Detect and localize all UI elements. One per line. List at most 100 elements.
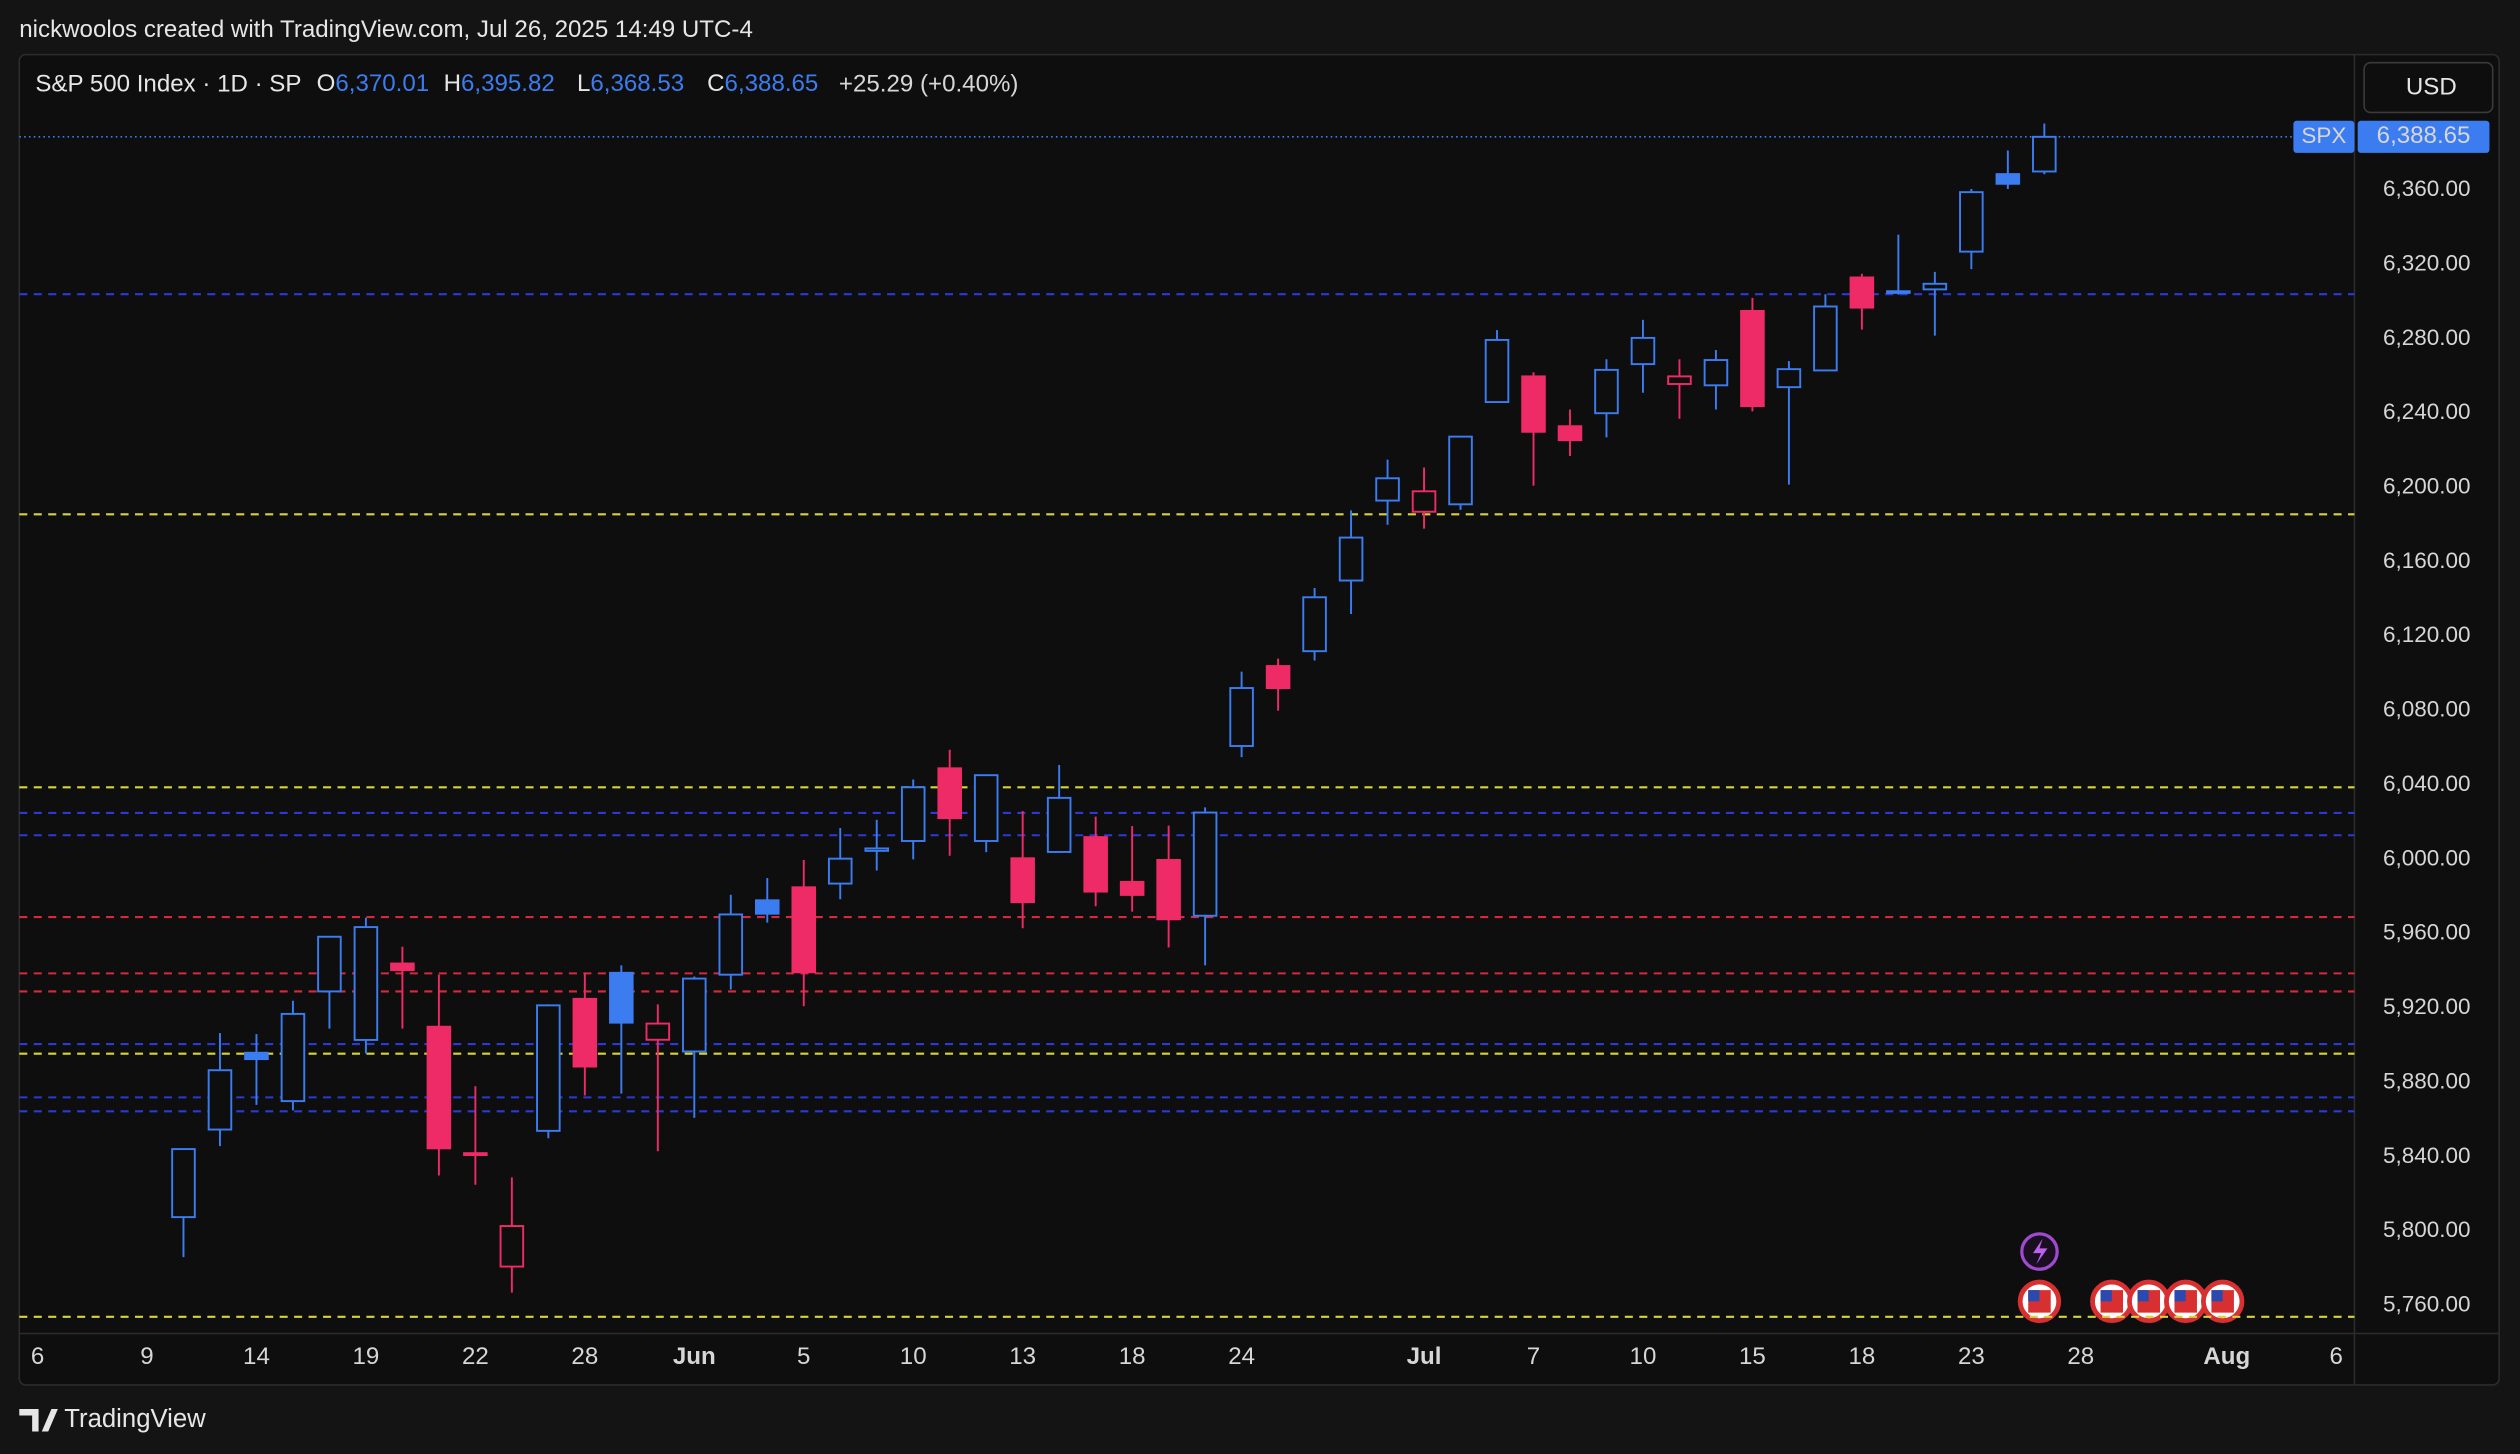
y-tick-label: 5,800.00: [2383, 1217, 2471, 1242]
candle-body: [1156, 859, 1181, 921]
candle-body: [1484, 338, 1510, 404]
y-tick-label: 6,360.00: [2383, 176, 2471, 201]
ohlc-key: H: [444, 71, 461, 98]
x-tick-label: 22: [462, 1343, 489, 1370]
candle-body: [1776, 368, 1802, 389]
y-tick-label: 6,320.00: [2383, 250, 2471, 275]
x-tick-label: 18: [1848, 1343, 1875, 1370]
x-tick-label: 7: [1527, 1343, 1540, 1370]
y-tick-label: 5,960.00: [2383, 920, 2471, 945]
candle-body: [171, 1148, 196, 1219]
y-tick-label: 6,240.00: [2383, 399, 2471, 424]
candle-body: [1192, 811, 1218, 917]
candle-body: [1411, 490, 1437, 513]
candle-body: [390, 962, 415, 971]
candle-body: [1959, 191, 1984, 253]
x-tick-label: 6: [2330, 1343, 2343, 1370]
x-tick-label: 9: [140, 1343, 153, 1370]
candle-body: [2032, 135, 2057, 173]
x-tick-label: 19: [353, 1343, 380, 1370]
candle-body: [1667, 375, 1692, 385]
flag-canton: [2100, 1290, 2112, 1302]
candle-body: [1995, 173, 2021, 185]
currency-label: USD: [2406, 74, 2457, 101]
candle-body: [645, 1022, 671, 1041]
flag-icon[interactable]: [2090, 1279, 2134, 1324]
y-tick-label: 6,200.00: [2383, 474, 2471, 499]
candle-body: [463, 1152, 488, 1156]
ohlc-field: C6,388.65: [707, 71, 818, 98]
ohlc-field: O6,370.01: [317, 71, 430, 98]
candle-body: [1448, 435, 1473, 506]
candle-body: [864, 847, 890, 852]
currency-button[interactable]: [2363, 61, 2494, 114]
x-tick-label: Aug: [2203, 1343, 2250, 1370]
x-tick-label: 13: [1009, 1343, 1036, 1370]
x-tick-label: Jun: [673, 1343, 716, 1370]
candle-body: [1046, 796, 1072, 853]
last-price-label: 6,388.65: [2377, 122, 2471, 149]
flag-icon[interactable]: [2164, 1279, 2208, 1324]
y-tick-label: 6,120.00: [2383, 622, 2471, 647]
change: +25.29 (+0.40%): [839, 71, 1019, 98]
candle-body: [609, 971, 634, 1024]
ohlc-value: 6,370.01: [335, 71, 429, 98]
candle-body: [499, 1225, 525, 1268]
brand-logo: [19, 1409, 58, 1432]
candle-body: [754, 899, 780, 915]
attribution: nickwoolos created with TradingView.com,…: [19, 16, 753, 43]
candle-body: [244, 1051, 269, 1061]
y-tick-label: 6,080.00: [2383, 697, 2471, 722]
candle-body: [1813, 305, 1838, 372]
flag-canton: [2137, 1290, 2149, 1302]
x-tick-label: 28: [571, 1343, 598, 1370]
candle-body: [1375, 477, 1400, 502]
y-tick-label: 5,920.00: [2383, 994, 2471, 1019]
candle-body: [1302, 596, 1327, 653]
candle-body: [1922, 282, 1948, 291]
last-price-symbol: SPX: [2301, 123, 2346, 148]
ohlc-field: L6,368.53: [577, 71, 684, 98]
y-tick-label: 6,280.00: [2383, 325, 2471, 350]
last-price-symbol-box: [2293, 120, 2355, 153]
x-tick-label: 10: [900, 1343, 927, 1370]
candle-body: [1265, 665, 1291, 690]
candle-body: [973, 774, 999, 842]
candle-body: [1229, 687, 1254, 747]
candle-body: [827, 857, 853, 885]
y-tick-label: 6,160.00: [2383, 548, 2471, 573]
x-tick-label: 18: [1119, 1343, 1146, 1370]
flag-canton: [2174, 1290, 2186, 1302]
chart-panel: [18, 53, 2500, 1386]
x-tick-label: Jul: [1407, 1343, 1442, 1370]
candle-body: [718, 913, 744, 976]
candle-body: [426, 1025, 452, 1150]
candle-body: [1703, 359, 1729, 387]
x-tick-label: 24: [1228, 1343, 1255, 1370]
ohlc-value: 6,395.82: [461, 71, 555, 98]
candle-body: [207, 1069, 233, 1131]
candle-body: [1010, 857, 1035, 904]
candle-body: [900, 786, 926, 842]
candle-body: [353, 926, 379, 1041]
candle-body: [1521, 375, 1546, 433]
candle-body: [572, 997, 598, 1068]
flag-canton: [2211, 1290, 2223, 1302]
x-tick-label: 23: [1958, 1343, 1985, 1370]
candle-body: [1119, 880, 1145, 896]
candle-body: [280, 1012, 306, 1103]
x-tick-label: 5: [797, 1343, 810, 1370]
ohlc-value: 6,368.53: [590, 71, 684, 98]
flag-icon[interactable]: [2017, 1279, 2062, 1324]
candle-body: [317, 935, 342, 993]
flag-icon[interactable]: [2127, 1279, 2171, 1324]
candle-body: [1630, 336, 1656, 366]
flag-icon[interactable]: [2200, 1279, 2245, 1324]
candle-body: [791, 886, 817, 974]
ohlc-field: H6,395.82: [444, 71, 555, 98]
candle-body: [1083, 836, 1108, 893]
candle-body: [937, 767, 962, 820]
ohlc-key: L: [577, 71, 590, 98]
candle-body: [1338, 536, 1364, 582]
